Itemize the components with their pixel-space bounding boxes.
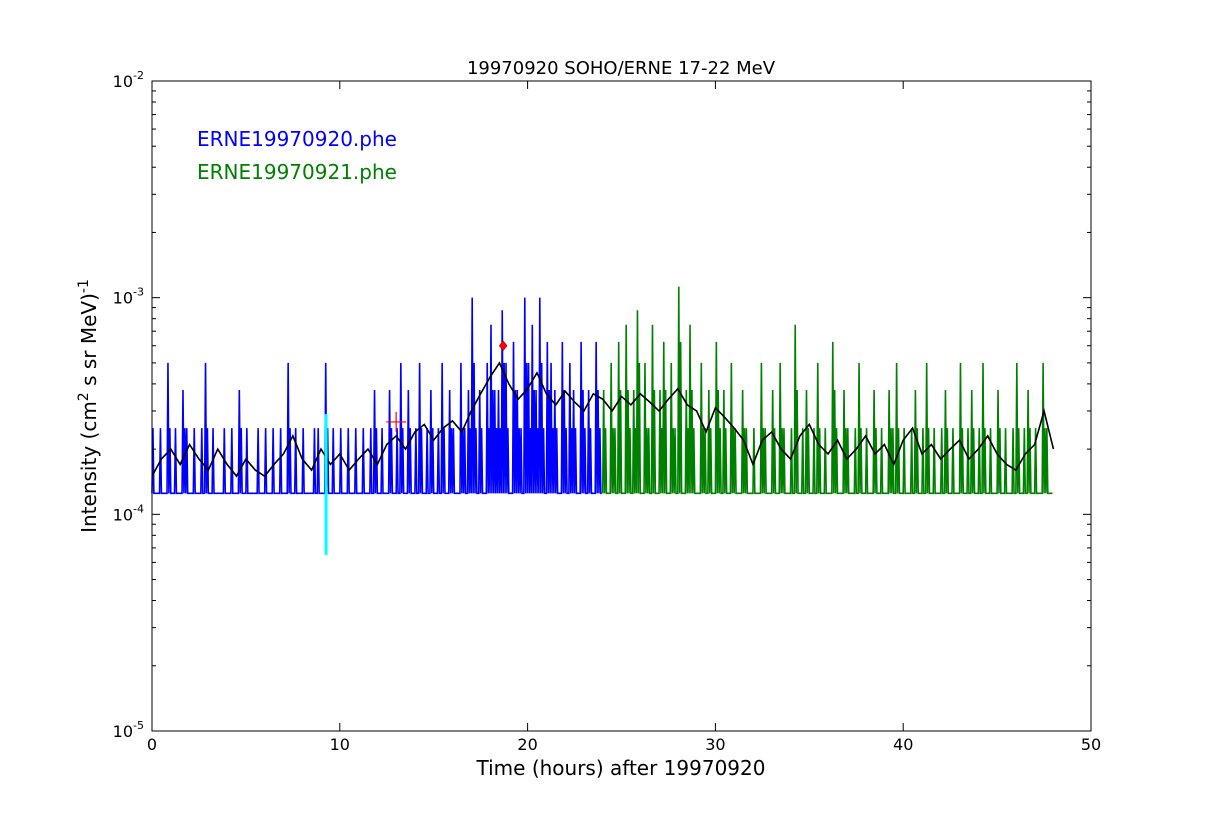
- smoothed-line: [151, 361, 1055, 478]
- y-axis-label: Intensity (cm2 s sr MeV)-1: [76, 279, 101, 533]
- x-tick-label: 40: [893, 735, 913, 754]
- x-axis-label: Time (hours) after 19970920: [476, 756, 766, 780]
- series-line-2: [601, 286, 1053, 495]
- legend-entry-1: ERNE19970920.phe: [197, 127, 397, 151]
- x-tick-label: 20: [517, 735, 537, 754]
- x-tick-label: 0: [147, 735, 157, 754]
- plot-frame: [151, 80, 1092, 732]
- series-line-1: [151, 297, 602, 495]
- y-tick-label: 10-2: [113, 69, 144, 91]
- y-tick-label: 10-5: [113, 719, 144, 741]
- x-tick-label: 10: [330, 735, 350, 754]
- y-tick-label: 10-4: [113, 502, 144, 524]
- y-tick-label: 10-3: [113, 286, 144, 308]
- legend-entry-2: ERNE19970921.phe: [197, 160, 397, 184]
- x-tick-label: 50: [1081, 735, 1101, 754]
- cross-marker: [386, 411, 407, 432]
- x-tick-label: 30: [705, 735, 725, 754]
- chart-title: 19970920 SOHO/ERNE 17-22 MeV: [467, 58, 776, 79]
- peak-marker: [498, 340, 508, 352]
